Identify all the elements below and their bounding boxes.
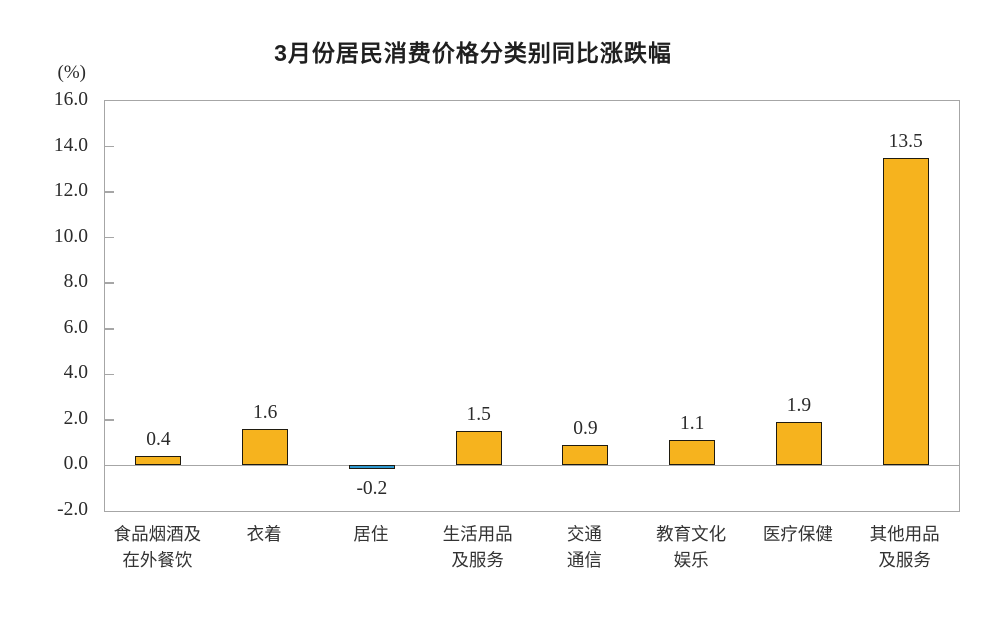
- bar-positive: [562, 444, 609, 466]
- category-label-line: 衣着: [246, 524, 282, 544]
- y-tick-label: 10.0: [53, 225, 88, 247]
- category-label-line: 在外餐饮: [122, 550, 193, 570]
- category-label-line: 交通: [566, 524, 602, 544]
- category-label: 教育文化 娱乐: [638, 521, 745, 573]
- y-tick-label: 2.0: [63, 407, 88, 429]
- category-label-line: 居住: [353, 524, 389, 544]
- category-label: 衣着: [211, 521, 318, 547]
- chart-title: 3月份居民消费价格分类别同比涨跌幅: [274, 40, 672, 66]
- category-label-line: 其他用品: [869, 524, 940, 544]
- plot-area: 0.4 1.6 -0.2 1.5 0.9 1.1 1.9 13.5: [104, 100, 960, 512]
- bar-value-label: 0.9: [573, 417, 598, 439]
- category-label: 医疗保健: [745, 521, 852, 547]
- category-label-line: 通信: [566, 550, 602, 570]
- y-axis-tick: [105, 145, 114, 148]
- bar-positive: [882, 157, 929, 466]
- bar-value-label: 0.4: [146, 429, 171, 451]
- category-label: 交通 通信: [531, 521, 638, 573]
- y-axis-tick: [105, 464, 114, 467]
- category-label: 食品烟酒及 在外餐饮: [104, 521, 211, 573]
- y-axis-tick: [105, 373, 114, 376]
- bar-positive: [775, 422, 822, 466]
- y-tick-label: 14.0: [53, 134, 88, 156]
- y-tick-label: -2.0: [57, 499, 88, 520]
- category-label-line: 娱乐: [673, 550, 709, 570]
- y-axis-unit-label: (%): [57, 62, 86, 83]
- y-tick-label: 4.0: [63, 362, 88, 384]
- zero-axis-line: [105, 464, 959, 466]
- y-axis-tick: [105, 419, 114, 421]
- y-axis-tick: [105, 282, 114, 284]
- bar-value-label: -0.2: [356, 478, 388, 499]
- category-label-line: 及服务: [451, 550, 504, 570]
- y-tick-label: 0.0: [63, 453, 88, 475]
- y-tick-label: 16.0: [53, 89, 88, 110]
- bar-negative: [348, 464, 395, 470]
- y-axis-tick: [105, 236, 114, 239]
- category-label: 居住: [318, 521, 425, 547]
- bar-positive: [669, 440, 716, 466]
- y-axis-tick: [105, 191, 114, 193]
- category-label-line: 医疗保健: [762, 524, 833, 544]
- bar-value-label: 13.5: [888, 130, 923, 152]
- bar-value-label: 1.1: [679, 413, 705, 435]
- bar-positive: [135, 456, 182, 466]
- bar-value-label: 1.9: [786, 395, 812, 417]
- category-label: 其他用品 及服务: [851, 521, 958, 573]
- y-tick-label: 6.0: [63, 316, 88, 338]
- y-tick-label: 8.0: [63, 271, 88, 293]
- y-tick-label: 12.0: [53, 180, 88, 202]
- y-axis-tick: [105, 328, 114, 330]
- bar-positive: [455, 431, 502, 466]
- category-label-line: 食品烟酒及: [113, 524, 202, 544]
- category-label-line: 教育文化: [656, 524, 727, 544]
- bar-value-label: 1.6: [252, 402, 278, 423]
- bar-positive: [242, 429, 289, 466]
- category-label-line: 及服务: [878, 550, 931, 570]
- category-label: 生活用品 及服务: [424, 521, 531, 573]
- bar-value-label: 1.5: [466, 404, 491, 426]
- category-label-line: 生活用品: [442, 524, 513, 544]
